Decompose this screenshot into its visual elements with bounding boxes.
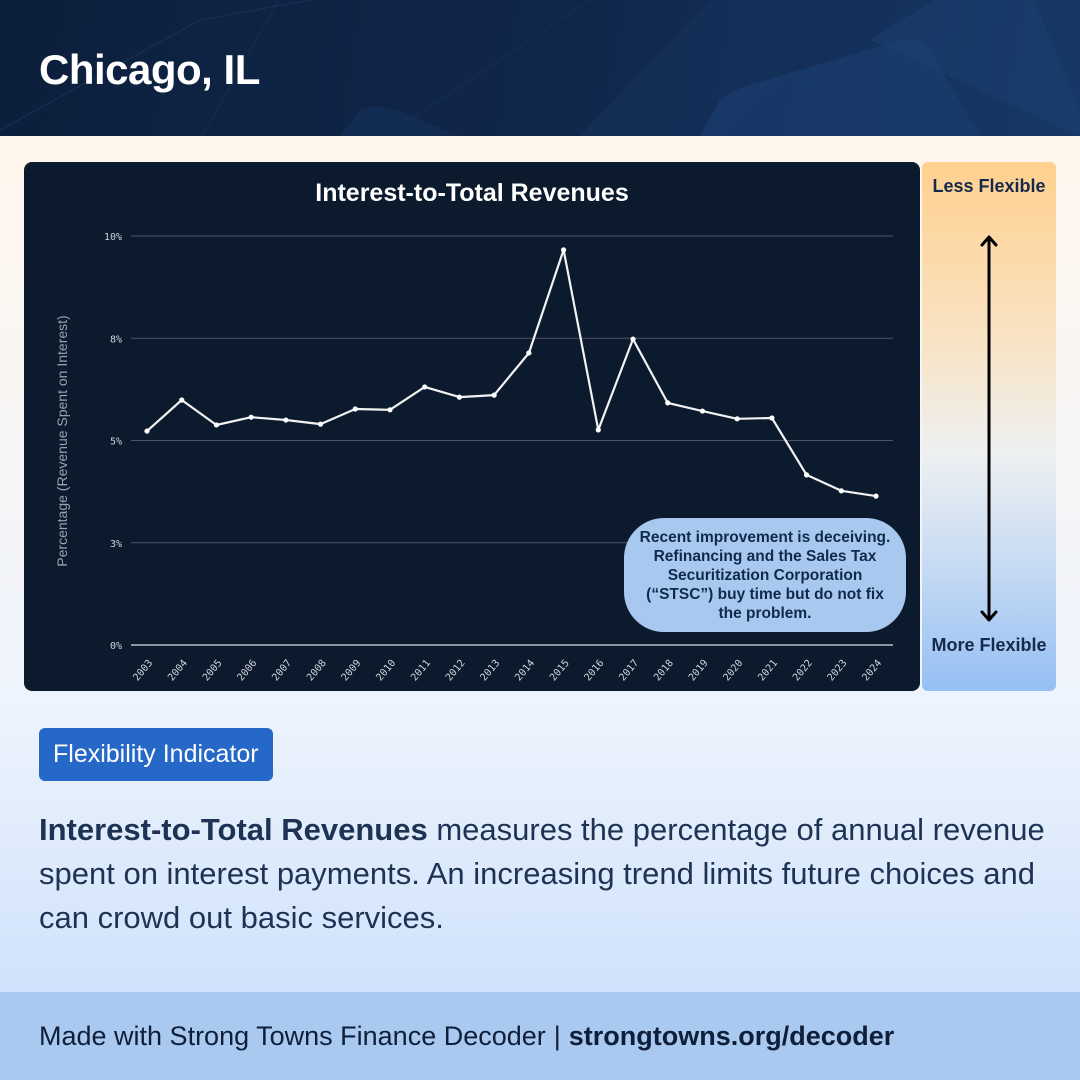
x-tick-label: 2015 xyxy=(548,658,572,684)
x-tick-label: 2006 xyxy=(236,658,260,684)
data-point xyxy=(248,414,254,420)
x-tick-label: 2008 xyxy=(305,658,329,684)
data-point xyxy=(526,350,532,356)
x-tick-label: 2005 xyxy=(201,658,225,684)
line-chart: Interest-to-Total Revenues 0% 3% 5% 8% 10% Per… xyxy=(54,179,893,684)
double-arrow-icon xyxy=(980,235,998,622)
x-tick-label: 2009 xyxy=(340,658,364,684)
flexibility-indicator-badge: Flexibility Indicator xyxy=(39,728,273,781)
data-point xyxy=(144,428,150,434)
chart-panel: Interest-to-Total Revenues 0% 3% 5% 8% 10% Per… xyxy=(24,162,920,691)
data-point xyxy=(595,427,601,433)
data-point xyxy=(665,400,671,406)
x-tick-label: 2013 xyxy=(479,658,503,684)
x-tick-label: 2010 xyxy=(374,658,398,684)
page-title: Chicago, IL xyxy=(39,46,260,93)
more-flexible-label: More Flexible xyxy=(931,635,1047,655)
x-tick-label: 2007 xyxy=(270,658,294,684)
data-point xyxy=(769,415,775,421)
footer-credit: Made with Strong Towns Finance Decoder xyxy=(39,1020,546,1051)
description: Interest-to-Total Revenues measures the … xyxy=(39,808,1049,940)
data-point xyxy=(560,247,567,253)
header-banner: Chicago, IL xyxy=(0,0,1080,136)
y-tick-label: 10% xyxy=(104,232,122,243)
data-point xyxy=(838,488,844,494)
x-tick-label: 2022 xyxy=(791,658,815,684)
footer-separator: | xyxy=(553,1020,561,1051)
data-point xyxy=(179,397,185,403)
flexibility-scale: Less Flexible More Flexible xyxy=(922,162,1056,691)
x-tick-label: 2004 xyxy=(166,658,190,684)
y-tick-label: 0% xyxy=(110,641,122,652)
data-point xyxy=(317,421,324,427)
x-tick-label: 2012 xyxy=(444,658,468,684)
data-point xyxy=(734,416,740,422)
data-point xyxy=(283,417,289,423)
chart-callout: Recent improvement is deceiving. Refinan… xyxy=(624,518,906,632)
data-point xyxy=(456,394,463,400)
data-point xyxy=(630,336,636,342)
description-text: measures the percentage of annual revenu… xyxy=(39,812,1045,935)
data-point xyxy=(422,384,428,390)
chart-title: Interest-to-Total Revenues xyxy=(315,179,628,207)
data-point xyxy=(213,422,220,428)
x-tick-label: 2017 xyxy=(617,658,641,684)
x-tick-label: 2020 xyxy=(722,658,746,684)
x-tick-label: 2011 xyxy=(409,658,433,684)
data-point xyxy=(387,407,393,413)
data-point xyxy=(491,392,497,398)
x-tick-label: 2021 xyxy=(756,658,780,684)
x-tick-label: 2019 xyxy=(687,658,711,684)
x-tick-label: 2014 xyxy=(513,658,537,684)
x-tick-label: 2016 xyxy=(583,658,607,684)
x-tick-label: 2024 xyxy=(860,658,884,684)
decorative-shapes xyxy=(0,0,1080,136)
y-tick-label: 8% xyxy=(110,334,122,345)
data-point xyxy=(803,472,810,478)
footer: Made with Strong Towns Finance Decoder |… xyxy=(0,992,1080,1080)
data-point xyxy=(699,408,706,414)
x-tick-label: 2018 xyxy=(652,658,676,684)
data-point xyxy=(873,493,879,499)
less-flexible-label: Less Flexible xyxy=(932,176,1046,196)
series-line xyxy=(146,248,877,498)
x-tick-label: 2023 xyxy=(826,658,850,684)
y-tick-label: 5% xyxy=(110,437,122,448)
y-tick-label: 3% xyxy=(110,539,122,550)
description-term: Interest-to-Total Revenues xyxy=(39,812,428,847)
data-point xyxy=(352,406,358,412)
x-tick-label: 2003 xyxy=(131,658,155,684)
footer-link[interactable]: strongtowns.org/decoder xyxy=(568,1020,895,1051)
y-axis-label: Percentage (Revenue Spent on Interest) xyxy=(54,315,70,566)
